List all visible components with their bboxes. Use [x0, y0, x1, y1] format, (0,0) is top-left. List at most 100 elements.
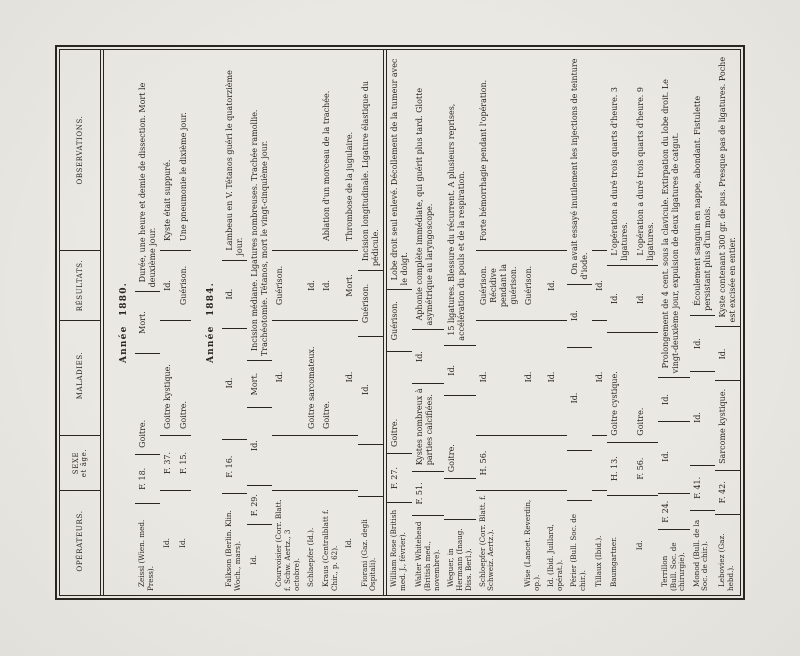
cell-sexe-age: F. 27. [386, 453, 413, 504]
cell-maladie: Sarcome kystique. [714, 381, 741, 471]
table-row: Leboviez (Gaz. hebd.). F. 42. Sarcome ky… [714, 50, 741, 595]
table-row: Baumgartner. H. 13. Goitre cystique. Id.… [607, 50, 633, 595]
cell-operateur: Baumgartner. [609, 536, 619, 587]
cell-resultat: Id. [607, 265, 633, 333]
cell-observations: Kyste contenant 300 gr. de pus. Presque … [714, 50, 741, 328]
cell-sexe-age: F. 24. [657, 494, 690, 531]
table-row: Weguer, in Hermann (Inaug. Diss. Berl.).… [443, 50, 476, 595]
cell-maladie: Id. [221, 328, 248, 441]
cell-resultat: Guérison. Récidive pendant la guérison. [475, 251, 521, 321]
table-row: Id. F. 56. Goitre. Id. L'opération a dur… [632, 50, 658, 595]
cell-observations: Kyste était suppuré. [160, 50, 176, 251]
cell-sexe-age: F. 18. [135, 454, 161, 504]
year-header-row: Année 1884. [191, 50, 222, 595]
cell-resultat: Id. [443, 345, 476, 396]
cell-operateur: Id. [162, 538, 172, 548]
cell-resultat: Id. [412, 330, 444, 384]
cell-maladie: Id. [342, 321, 358, 436]
cell-sexe-age [342, 436, 358, 491]
table-row: Zeissl (Wien. med. Press). F. 18. Goitre… [135, 50, 161, 595]
column-header-sexe-age: SEXE et âge. [60, 436, 100, 491]
cell-resultat: Id. [592, 251, 608, 321]
cell-operateur: Weguer, in Hermann (Inaug. Diss. Berl.). [445, 528, 473, 591]
cell-maladie: Id. [475, 321, 521, 436]
table-row: Courvoisier (Corr. Blatt. f. Schw. Aertz… [272, 50, 305, 595]
cell-maladie: Kystes nombreux à parties calcifiées. [412, 383, 444, 473]
cell-sexe-age [304, 436, 320, 491]
cell-resultat: Mort. [135, 292, 161, 354]
cell-maladie: Id. [272, 321, 305, 436]
cell-maladie: Id. [657, 421, 690, 495]
cell-sexe-age [543, 436, 567, 491]
cell-sexe-age: F. 37. [160, 436, 176, 491]
table-row: Id. (Ibid. Juillard, opérat.). Id. Id. [543, 50, 567, 595]
table-row: Id. F. 37. Goitre kystique. Id. Kyste ét… [160, 50, 176, 595]
table-row: Id. F. 15. Goitre. Guérison. Une pneumon… [175, 50, 191, 595]
cell-resultat: Guérison. [272, 251, 305, 321]
cell-observations [272, 50, 305, 251]
column-header-observations: OBSERVATIONS. [60, 50, 100, 251]
cell-observations: L'opération a duré trois quarts d'heure.… [607, 50, 633, 266]
cell-sexe-age [592, 436, 608, 491]
cell-sexe-age: F. 41. [689, 465, 715, 512]
cell-operateur: Courvoisier (Corr. Blatt. f. Schw. Aertz… [274, 499, 302, 591]
cell-maladie: Goitre. [386, 352, 413, 454]
table-row: Id. F. 29. Id. Mort. Incision médiane. L… [247, 50, 273, 595]
cell-sexe-age [357, 445, 383, 498]
cell-observations: Une pneumonie le dixième jour. [175, 50, 191, 251]
cell-operateur: Falkson (Berlin. Klin. Woch., mars). [223, 510, 242, 591]
year-label: Année 1884. [205, 281, 216, 364]
cell-maladie: Id. [357, 336, 383, 446]
table-row: Monod (Bull. de la Soc. de chir.). F. 41… [689, 50, 715, 595]
cell-resultat: Id. [221, 260, 248, 329]
table-frame: OPÉRATEURS. SEXE et âge. MALADIES. RÉSUL… [55, 45, 745, 600]
table-row: Tillaux (Ibid.). Id. Id. [592, 50, 608, 595]
cell-sexe-age: F. 42. [714, 470, 741, 515]
table-row: Fiorani (Gaz. degli Ospitali). Id. Guéri… [357, 49, 383, 595]
cell-operateur: Kraus (Centralblatt f. Chir., p. 62). [321, 509, 340, 591]
table-row: Kraus (Centralblatt f. Chir., p. 62). Go… [319, 50, 343, 595]
cell-observations: Aphonie complète immédiate, qui guérit p… [412, 49, 444, 331]
cell-observations: Thrombose de la jugulaire. [342, 50, 358, 251]
cell-observations: Durée, une heure et demie de dissection.… [135, 50, 161, 293]
cell-operateur: Périer (Bull. Soc. de chir.). [568, 513, 587, 591]
cell-operateur: Id. [249, 555, 259, 565]
year-header-row: Année 1880. [104, 50, 135, 595]
cell-observations [304, 50, 320, 251]
cell-maladie: Goitre. [135, 353, 161, 455]
cell-observations: 15 ligatures. Blessure du récurrent. A p… [443, 50, 476, 346]
cell-observations: Lambeau en V. Tétanos guéri le quatorziè… [221, 50, 248, 261]
cell-maladie: Id. [566, 347, 592, 452]
cell-observations [520, 50, 544, 251]
cell-maladie: Id. [689, 372, 715, 466]
cell-observations: Lobe droit seul enlevé. Décollement de l… [386, 50, 413, 291]
cell-resultat: Id. [304, 251, 320, 321]
table-row: Terrillon (Bull. Soc. de chirurgie). F. … [657, 49, 690, 595]
column-header-maladies: MALADIES. [60, 321, 100, 436]
cell-resultat: Id. [543, 251, 567, 321]
cell-maladie: Id. [520, 321, 544, 436]
cell-resultat: Guérison. [175, 251, 191, 321]
cell-maladie: Id. [592, 321, 608, 436]
table-row: Schloepfer (Corr. Blatt. f. Schweiz. Aer… [475, 50, 521, 595]
cell-sexe-age [272, 436, 305, 491]
cell-operateur: Id. (Ibid. Juillard, opérat.). [545, 524, 564, 591]
table-row: Id. Id. Mort. Thrombose de la jugulaire. [342, 50, 358, 595]
cell-maladie: Id. [247, 408, 273, 487]
cell-resultat: Id. [689, 315, 715, 373]
cell-observations: L'opération a duré trois quarts d'heure.… [632, 50, 658, 266]
cell-operateur: Schlaepfer (Id.). [306, 527, 316, 587]
year-label: Année 1880. [119, 281, 129, 364]
cell-operateur: William Rose (British med. J., février). [388, 509, 407, 591]
cell-maladie: Id. [543, 321, 567, 436]
cell-resultat: Mort. [247, 361, 273, 409]
cell-observations: Incision médiane. Ligatures nombreuses. … [247, 50, 273, 362]
cell-operateur: Zeissl (Wien. med. Press). [137, 519, 155, 591]
cell-maladie: Goitre. [443, 395, 476, 480]
cell-observations: Forte hémorrhagie pendant l'opération. [475, 50, 521, 251]
cell-sexe-age: F. 15. [175, 436, 191, 491]
cell-operateur: Leboviez (Gaz. hebd.). [716, 533, 735, 591]
cell-resultat: Id. [566, 284, 592, 348]
cell-observations: Prolongement de 4 cent. sous la clavicul… [657, 49, 690, 379]
